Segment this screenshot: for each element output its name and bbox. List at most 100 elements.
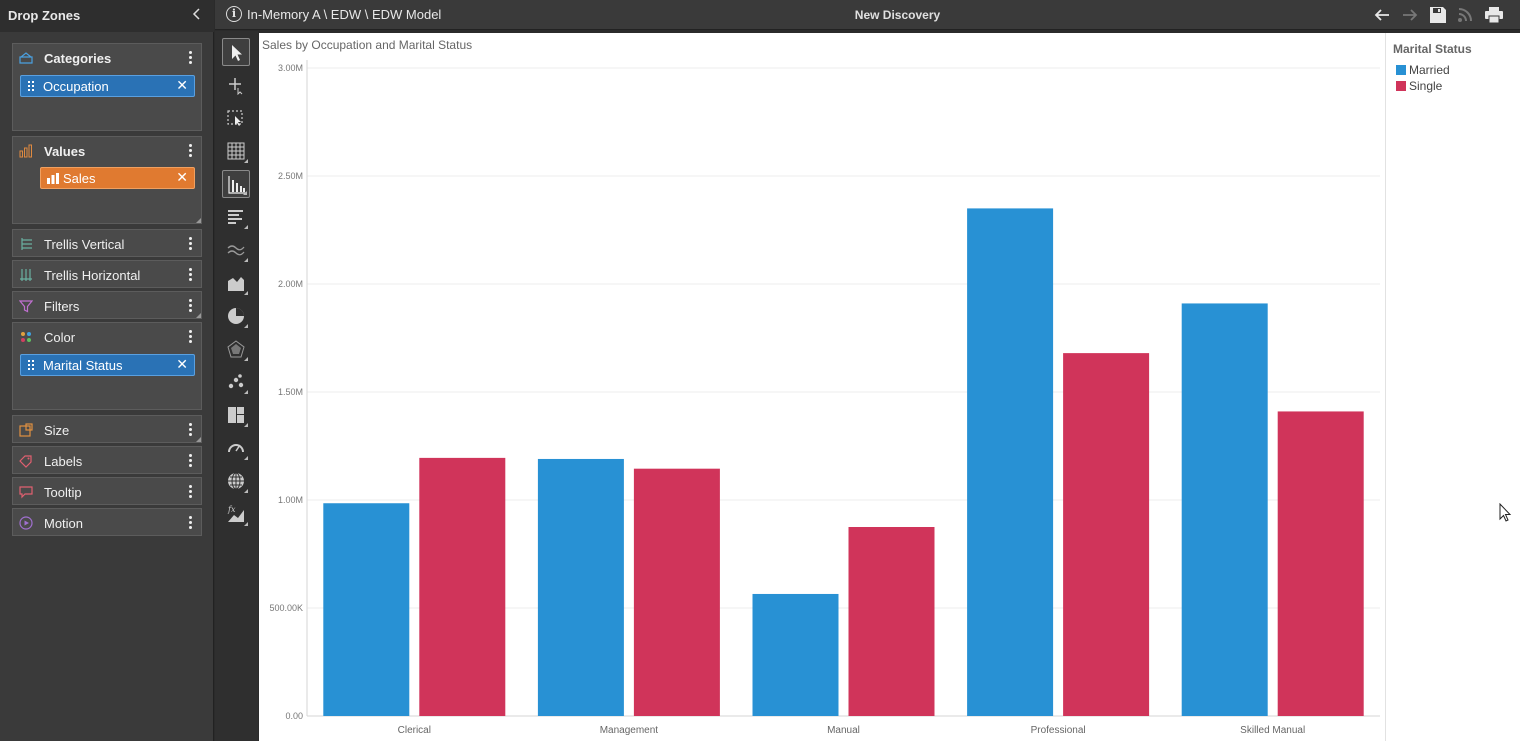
size-corner-icon bbox=[196, 437, 201, 442]
pie-chart-tool[interactable] bbox=[222, 302, 250, 330]
trellis-horizontal-zone[interactable]: Trellis Horizontal bbox=[12, 260, 202, 288]
treemap-chart-corner-icon bbox=[244, 423, 248, 427]
page-title: New Discovery bbox=[854, 8, 941, 22]
categories-zone[interactable]: Categories Occupation ✕ bbox=[12, 43, 202, 131]
grid-chart-corner-icon bbox=[244, 159, 248, 163]
column-chart-icon bbox=[228, 176, 246, 194]
grid-chart-tool[interactable] bbox=[222, 137, 250, 165]
area-chart-tool[interactable] bbox=[222, 269, 250, 297]
color-menu-icon[interactable] bbox=[187, 329, 193, 345]
pie-chart-corner-icon bbox=[244, 324, 248, 328]
column-chart-tool[interactable] bbox=[222, 170, 250, 198]
play-motion-icon bbox=[19, 516, 33, 530]
map-chart-tool[interactable] bbox=[222, 467, 250, 495]
print-icon[interactable] bbox=[1484, 6, 1504, 24]
bar-management-single[interactable] bbox=[633, 468, 720, 716]
treemap-chart-tool[interactable] bbox=[222, 401, 250, 429]
lasso-select-tool[interactable] bbox=[222, 104, 250, 132]
x-tick-label: Management bbox=[600, 725, 659, 736]
sales-pill[interactable]: Sales ✕ bbox=[40, 167, 195, 189]
line-chart-icon bbox=[227, 245, 245, 256]
occupation-pill-label: Occupation bbox=[43, 79, 109, 94]
categories-icon bbox=[19, 52, 33, 64]
forward-arrow-icon[interactable] bbox=[1400, 6, 1420, 24]
size-zone[interactable]: Size bbox=[12, 415, 202, 443]
bar-professional-single[interactable] bbox=[1063, 353, 1150, 716]
y-tick-label: 2.00M bbox=[278, 279, 303, 289]
chart-canvas[interactable]: Sales by Occupation and Marital Status 0… bbox=[259, 33, 1385, 741]
pointer-tool[interactable] bbox=[222, 38, 250, 66]
column-chart[interactable]: 0.00 500.00K 1.00M 1.50M 2.00M 2.50M 3.00M Cler… bbox=[259, 33, 1385, 741]
labels-zone[interactable]: Labels bbox=[12, 446, 202, 474]
bar-manual-single[interactable] bbox=[848, 527, 935, 716]
formula-chart-corner-icon bbox=[244, 522, 248, 526]
remove-sales-icon[interactable]: ✕ bbox=[176, 169, 188, 185]
filter-icon bbox=[19, 300, 33, 313]
motion-zone[interactable]: Motion bbox=[12, 508, 202, 536]
y-tick-label: 2.50M bbox=[278, 171, 303, 181]
trellis-vertical-zone[interactable]: Trellis Vertical bbox=[12, 229, 202, 257]
tooltip-zone[interactable]: Tooltip bbox=[12, 477, 202, 505]
gauge-chart-tool[interactable] bbox=[222, 434, 250, 462]
filters-zone[interactable]: Filters bbox=[12, 291, 202, 319]
drop-zones-title: Drop Zones bbox=[8, 8, 81, 23]
x-tick-label: Manual bbox=[827, 725, 860, 736]
line-chart-tool[interactable] bbox=[222, 236, 250, 264]
bar-skilled-manual-married[interactable] bbox=[1181, 303, 1268, 716]
motion-menu-icon[interactable] bbox=[187, 515, 193, 531]
filters-corner-icon bbox=[196, 313, 201, 318]
drag-grip-icon[interactable] bbox=[28, 360, 34, 371]
values-menu-icon[interactable] bbox=[187, 143, 193, 159]
remove-marital-status-icon[interactable]: ✕ bbox=[176, 356, 188, 372]
tooltip-label: Tooltip bbox=[44, 485, 82, 500]
bar-chart-corner-icon bbox=[244, 225, 248, 229]
chevron-left-icon[interactable] bbox=[190, 6, 204, 22]
color-label: Color bbox=[44, 330, 76, 345]
grid-table-icon bbox=[227, 142, 245, 160]
labels-menu-icon[interactable] bbox=[187, 453, 193, 469]
scatter-chart-tool[interactable] bbox=[222, 368, 250, 396]
trellis-vertical-menu-icon[interactable] bbox=[187, 236, 193, 252]
labels-label: Labels bbox=[44, 454, 83, 469]
categories-label: Categories bbox=[44, 51, 112, 66]
gauge-icon bbox=[228, 444, 244, 453]
bar-clerical-single[interactable] bbox=[419, 457, 506, 716]
radar-chart-tool[interactable] bbox=[222, 335, 250, 363]
save-icon[interactable] bbox=[1428, 6, 1448, 24]
values-zone[interactable]: Values Sales ✕ bbox=[12, 136, 202, 224]
filters-menu-icon[interactable] bbox=[187, 298, 193, 314]
legend-panel: Marital Status Married Single bbox=[1385, 33, 1520, 741]
gauge-chart-corner-icon bbox=[244, 456, 248, 460]
chart-title: Sales by Occupation and Marital Status bbox=[262, 38, 473, 52]
remove-occupation-icon[interactable]: ✕ bbox=[176, 77, 188, 93]
add-point-tool[interactable] bbox=[222, 71, 250, 99]
values-corner-icon bbox=[196, 218, 201, 223]
y-tick-label: 3.00M bbox=[278, 63, 303, 73]
back-arrow-icon[interactable] bbox=[1372, 6, 1392, 24]
categories-menu-icon[interactable] bbox=[187, 50, 193, 66]
bar-skilled-manual-single[interactable] bbox=[1277, 411, 1364, 716]
mouse-cursor-icon bbox=[1499, 503, 1512, 522]
occupation-pill[interactable]: Occupation ✕ bbox=[20, 75, 195, 97]
radar-chart-corner-icon bbox=[244, 357, 248, 361]
bar-chart-tool[interactable] bbox=[222, 203, 250, 231]
bar-manual-married[interactable] bbox=[752, 593, 839, 716]
trellis-horizontal-menu-icon[interactable] bbox=[187, 267, 193, 283]
bar-professional-married[interactable] bbox=[967, 208, 1054, 716]
marital-status-pill-label: Marital Status bbox=[43, 358, 123, 373]
column-chart-corner-icon bbox=[243, 191, 247, 195]
info-icon[interactable]: i bbox=[226, 6, 242, 22]
values-icon bbox=[19, 144, 32, 158]
y-tick-label: 1.50M bbox=[278, 387, 303, 397]
bar-management-married[interactable] bbox=[537, 458, 624, 716]
color-zone[interactable]: Color Marital Status ✕ bbox=[12, 322, 202, 410]
marital-status-pill[interactable]: Marital Status ✕ bbox=[20, 354, 195, 376]
drag-grip-icon[interactable] bbox=[28, 81, 34, 92]
globe-icon bbox=[228, 472, 244, 490]
values-label: Values bbox=[44, 144, 86, 159]
size-menu-icon[interactable] bbox=[187, 422, 193, 438]
rss-icon[interactable] bbox=[1456, 6, 1476, 24]
tooltip-menu-icon[interactable] bbox=[187, 484, 193, 500]
bar-clerical-married[interactable] bbox=[323, 503, 410, 716]
formula-chart-tool[interactable]: fx bbox=[222, 500, 250, 528]
